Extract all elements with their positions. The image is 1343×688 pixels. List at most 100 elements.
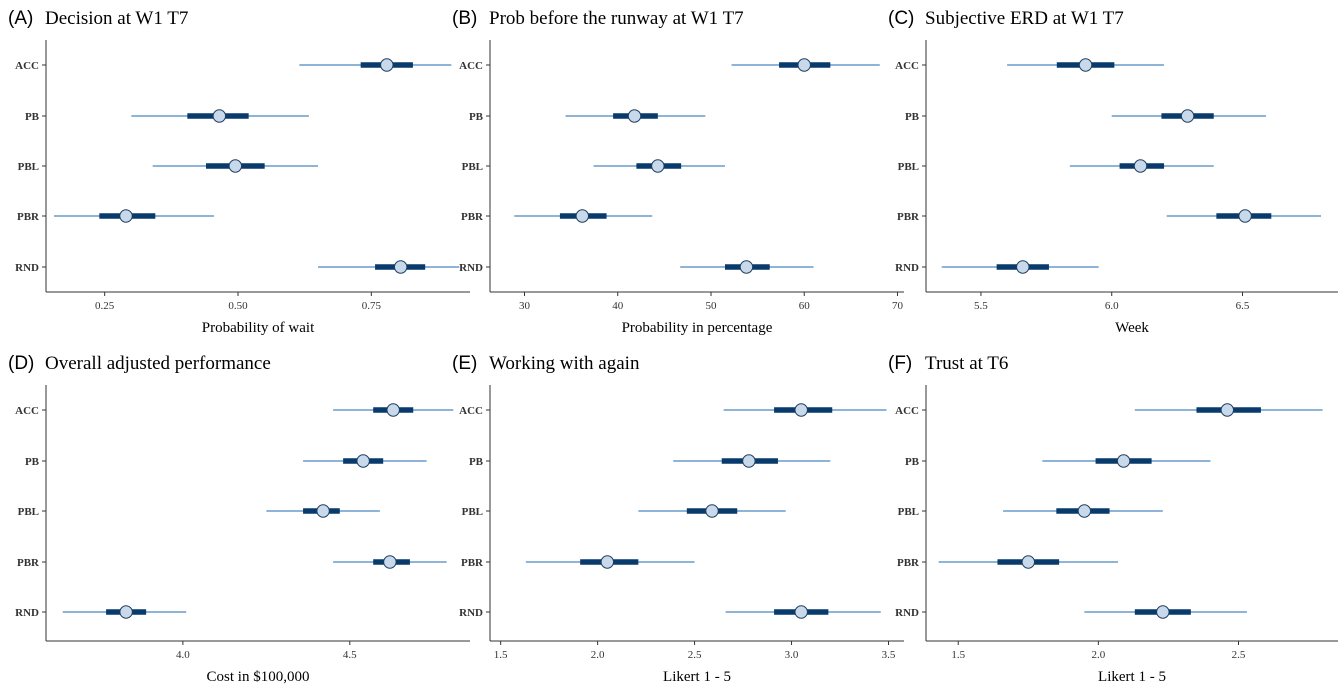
x-axis-title: Cost in $100,000 [207,669,310,685]
x-tick-label: 3.0 [785,649,799,661]
panel-letter: (D) [8,353,34,374]
x-tick-label: 5.5 [974,300,988,312]
panel-title: Overall adjusted performance [45,353,271,374]
y-tick-label: PBR [17,557,40,569]
x-tick-label: 0.50 [228,300,248,312]
x-tick-label: 50 [705,300,717,312]
y-tick-label: PBL [462,506,483,518]
point-estimate [1077,504,1092,518]
point-estimate [1116,454,1131,468]
x-tick-label: 4.0 [176,649,190,661]
point-estimate [627,109,642,123]
x-tick-label: 2.5 [688,649,702,661]
point-estimate [705,504,719,518]
y-tick-label: PB [469,456,484,468]
point-estimate [1238,209,1252,223]
point-estimate [386,403,400,417]
point-estimate [739,260,754,274]
x-tick-label: 0.25 [95,300,115,312]
y-tick-label: ACC [895,405,919,417]
y-tick-label: RND [895,607,919,619]
y-tick-label: RND [459,607,483,619]
x-axis-title: Probability in percentage [622,320,773,336]
y-tick-label: PB [905,456,920,468]
y-tick-label: PBL [18,506,39,518]
point-estimate [356,454,370,468]
panel-b: (B) Prob before the runway at W1 T7 ACC PB P… [452,8,904,336]
y-tick-label: RND [15,607,39,619]
x-tick-label: 6.0 [1105,300,1119,312]
point-estimate [1016,260,1030,274]
panel-letter: (F) [888,353,912,374]
panel-c: (C) Subjective ERD at W1 T7 ACC PB PBL PBR RND… [888,8,1338,336]
x-tick-label: 0.75 [362,300,382,312]
y-tick-label: PB [25,456,40,468]
x-tick-label: 3.5 [882,649,896,661]
x-tick-label: 2.0 [591,649,605,661]
y-tick-label: RND [459,262,483,274]
panel-title: Prob before the runway at W1 T7 [489,8,744,29]
x-tick-label: 6.5 [1236,300,1250,312]
point-estimate [212,109,227,123]
y-tick-label: ACC [15,60,39,72]
point-estimate [228,159,243,173]
x-tick-label: 2.0 [1091,649,1105,661]
y-tick-label: PBR [461,211,484,223]
x-tick-label: 70 [892,300,904,312]
x-tick-label: 1.5 [951,649,965,661]
x-tick-label: 1.5 [494,649,508,661]
y-tick-label: PBR [897,211,920,223]
panel-d: (D) Overall adjusted performance ACC PB PBL P… [8,353,470,685]
x-axis-title: Likert 1 - 5 [1098,669,1166,685]
point-estimate [1133,159,1148,173]
y-tick-label: PBL [898,506,919,518]
panel-title: Decision at W1 T7 [45,8,188,29]
panel-letter: (B) [452,8,477,29]
point-estimate [1078,58,1093,72]
point-estimate [119,605,133,619]
y-tick-label: ACC [459,405,483,417]
y-tick-label: PB [469,111,484,123]
point-estimate [316,504,330,518]
panel-title: Trust at T6 [925,353,1008,374]
panel-title: Subjective ERD at W1 T7 [925,8,1124,29]
x-axis-title: Week [1115,320,1149,336]
point-estimate [742,454,756,468]
point-estimate [600,555,615,569]
panel-letter: (C) [888,8,914,29]
y-tick-label: PBR [897,557,920,569]
y-tick-label: RND [895,262,919,274]
panel-title: Working with again [489,353,640,374]
y-tick-label: PBL [462,161,483,173]
y-tick-label: PB [905,111,920,123]
x-tick-label: 40 [612,300,624,312]
point-estimate [1180,109,1195,123]
panel-e: (E) Working with again ACC PB PBL PBR RND 1.5 2.… [452,353,904,685]
point-estimate [651,159,665,173]
y-tick-label: PBL [18,161,39,173]
point-estimate [794,605,808,619]
panel-f: (F) Trust at T6 ACC PB PBL PBR RND 1.5 2.0 2.5 Lik… [888,353,1338,685]
y-tick-label: PB [25,111,40,123]
y-tick-label: ACC [15,405,39,417]
panel-a: (A) Decision at W1 T7 ACC PB PBL PBR RND 0.25 0.… [8,8,470,336]
x-axis-title: Likert 1 - 5 [663,669,731,685]
y-tick-label: ACC [895,60,919,72]
point-estimate [393,260,408,274]
y-tick-label: PBR [461,557,484,569]
point-estimate [575,209,590,223]
x-tick-label: 30 [519,300,531,312]
x-axis-title: Probability of wait [202,320,315,336]
point-estimate [1220,403,1234,417]
y-tick-label: PBR [17,211,40,223]
x-tick-label: 60 [799,300,811,312]
point-estimate [794,403,808,417]
x-tick-label: 2.5 [1232,649,1246,661]
point-estimate [383,555,397,569]
y-tick-label: RND [15,262,39,274]
panel-letter: (E) [452,353,477,374]
x-tick-label: 4.5 [343,649,357,661]
point-estimate [1156,605,1170,619]
point-estimate [380,58,394,72]
